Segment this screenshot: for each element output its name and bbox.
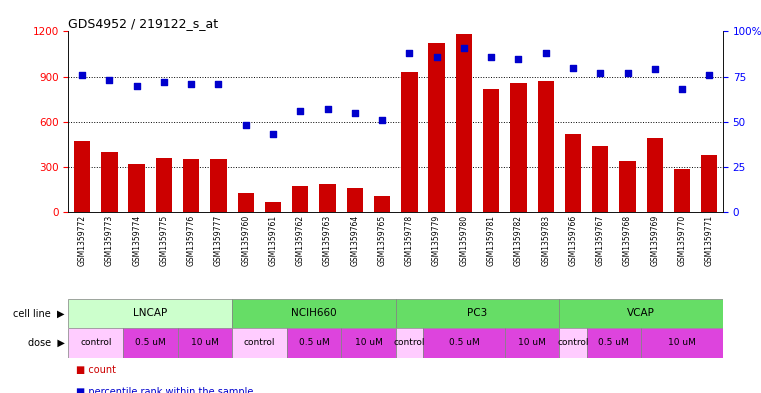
Text: 0.5 uM: 0.5 uM — [135, 338, 166, 347]
Point — [703, 72, 715, 78]
Point — [594, 70, 607, 76]
Point — [321, 106, 333, 112]
Text: 0.5 uM: 0.5 uM — [448, 338, 479, 347]
Bar — [701, 155, 718, 212]
Point — [567, 64, 579, 71]
Text: PC3: PC3 — [467, 309, 488, 318]
Text: 0.5 uM: 0.5 uM — [598, 338, 629, 347]
Bar — [396, 299, 559, 328]
Point — [158, 79, 170, 85]
Text: GDS4952 / 219122_s_at: GDS4952 / 219122_s_at — [68, 17, 218, 30]
Bar — [68, 328, 123, 358]
Bar — [183, 160, 199, 212]
Bar — [232, 328, 287, 358]
Bar — [673, 169, 690, 212]
Text: 10 uM: 10 uM — [355, 338, 382, 347]
Point — [376, 117, 388, 123]
Bar — [423, 328, 505, 358]
Bar — [129, 164, 145, 212]
Bar — [292, 186, 308, 212]
Bar — [592, 146, 609, 212]
Bar — [537, 81, 554, 212]
Text: control: control — [80, 338, 112, 347]
Bar — [101, 152, 117, 212]
Point — [458, 44, 470, 51]
Bar — [177, 328, 232, 358]
Bar — [74, 141, 91, 212]
Bar — [428, 44, 444, 212]
Bar — [641, 328, 723, 358]
Point — [431, 53, 443, 60]
Point — [540, 50, 552, 56]
Text: 10 uM: 10 uM — [518, 338, 546, 347]
Bar — [456, 35, 472, 212]
Point — [349, 110, 361, 116]
Bar — [374, 196, 390, 212]
Bar — [210, 159, 227, 212]
Bar — [647, 138, 663, 212]
Bar — [396, 328, 423, 358]
Bar — [320, 184, 336, 212]
Point — [648, 66, 661, 73]
Text: VCAP: VCAP — [627, 309, 655, 318]
Bar — [237, 193, 254, 212]
Text: cell line  ▶: cell line ▶ — [13, 309, 65, 318]
Bar — [232, 299, 396, 328]
Point — [295, 108, 307, 114]
Bar — [68, 299, 232, 328]
Text: control: control — [557, 338, 589, 347]
Point — [240, 122, 252, 129]
Point — [212, 81, 224, 87]
Point — [76, 72, 88, 78]
Point — [267, 131, 279, 138]
Point — [131, 83, 143, 89]
Bar — [346, 188, 363, 212]
Bar — [156, 158, 172, 212]
Text: 0.5 uM: 0.5 uM — [298, 338, 330, 347]
Bar — [510, 83, 527, 212]
Point — [676, 86, 688, 92]
Bar — [565, 134, 581, 212]
Bar — [559, 299, 723, 328]
Text: LNCAP: LNCAP — [133, 309, 167, 318]
Text: control: control — [244, 338, 275, 347]
Point — [103, 77, 116, 83]
Bar — [341, 328, 396, 358]
Bar — [559, 328, 587, 358]
Point — [185, 81, 197, 87]
Point — [485, 53, 497, 60]
Text: ■ percentile rank within the sample: ■ percentile rank within the sample — [76, 387, 253, 393]
Bar — [619, 161, 635, 212]
Bar — [505, 328, 559, 358]
Text: 10 uM: 10 uM — [668, 338, 696, 347]
Bar — [587, 328, 641, 358]
Bar — [287, 328, 341, 358]
Point — [403, 50, 416, 56]
Bar — [401, 72, 418, 212]
Point — [622, 70, 634, 76]
Point — [512, 55, 524, 62]
Text: dose  ▶: dose ▶ — [28, 338, 65, 348]
Bar — [265, 202, 281, 212]
Text: ■ count: ■ count — [76, 365, 116, 375]
Bar — [483, 89, 499, 212]
Text: 10 uM: 10 uM — [191, 338, 218, 347]
Text: control: control — [393, 338, 425, 347]
Text: NCIH660: NCIH660 — [291, 309, 336, 318]
Bar — [123, 328, 177, 358]
